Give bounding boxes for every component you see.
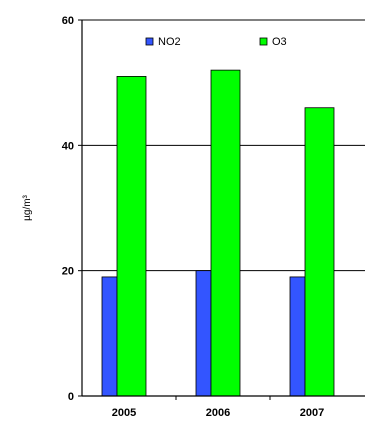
legend: NO2 O3 bbox=[145, 36, 287, 48]
y-tick-label-60: 60 bbox=[62, 15, 74, 27]
x-tick-label-2006: 2006 bbox=[206, 407, 230, 419]
y-tick-label-0: 0 bbox=[68, 391, 74, 403]
y-tick-labels: 0 20 40 60 bbox=[62, 15, 82, 403]
bar-o3-2006 bbox=[210, 69, 241, 397]
x-tick-label-2005: 2005 bbox=[112, 407, 136, 419]
axes bbox=[81, 20, 365, 397]
bar-no2-2006 bbox=[195, 270, 212, 397]
bar-no2-2007 bbox=[289, 276, 306, 397]
bar-no2-2005 bbox=[101, 276, 118, 397]
bar-o3-2005 bbox=[116, 76, 147, 397]
x-tick-label-2007: 2007 bbox=[300, 407, 324, 419]
x-tick-labels: 2005 2006 2007 bbox=[112, 396, 324, 419]
legend-swatch-o3 bbox=[259, 37, 268, 46]
y-axis-label: µg/m³ bbox=[22, 194, 33, 220]
legend-label-o3: O3 bbox=[272, 36, 287, 48]
bar-o3-2007 bbox=[304, 107, 335, 397]
legend-swatch-no2 bbox=[145, 37, 154, 46]
y-tick-label-40: 40 bbox=[62, 140, 74, 152]
bars bbox=[101, 69, 335, 397]
y-tick-label-20: 20 bbox=[62, 266, 74, 278]
legend-label-no2: NO2 bbox=[158, 36, 181, 48]
